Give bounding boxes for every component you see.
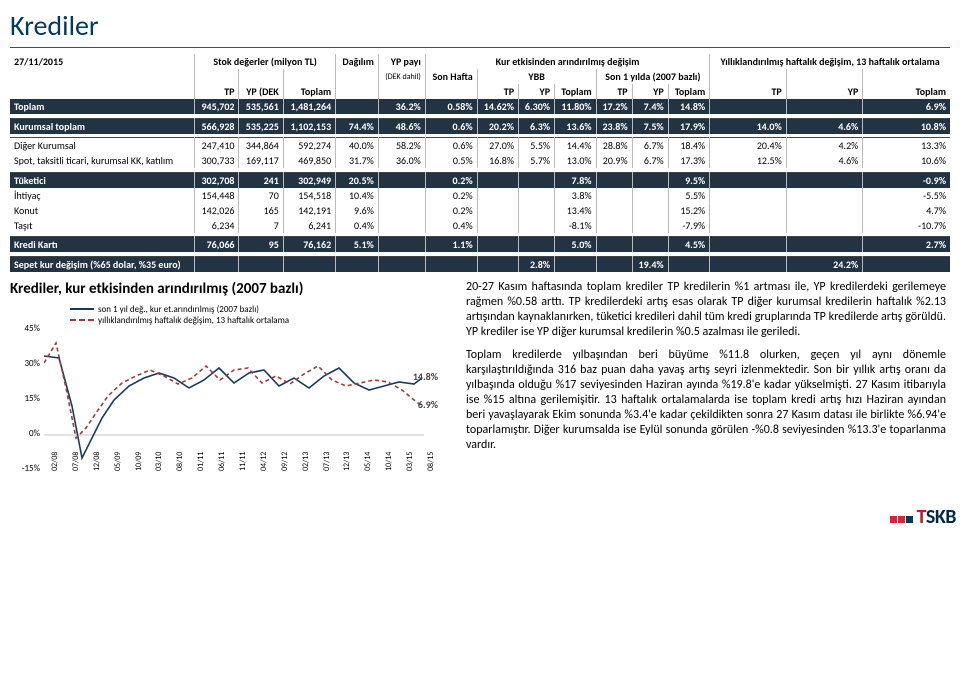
row-tasit: Taşıt6,23476,2410.4%0.4%-8.1%-7.9%-10.7% — [10, 218, 950, 233]
row-spot: Spot, taksitli ticari, kurumsal KK, katı… — [10, 153, 950, 168]
title-divider — [10, 47, 950, 48]
legend-label-1: son 1 yıl değ., kur et.arındırılmış (200… — [98, 304, 259, 315]
hdr-stok: Stok değerler (milyon TL) — [195, 54, 336, 69]
col-yp4: YP — [786, 84, 863, 99]
hdr-son1yil: Son 1 yılda (2007 bazlı) — [596, 69, 710, 84]
col-yp2: YP — [519, 84, 555, 99]
row-konut: Konut142,026165142,1919.6%0.2%13.4%15.2%… — [10, 203, 950, 218]
row-kk: Kredi Kartı76,0669576,1625.1%1.1%5.0%4.5… — [10, 237, 950, 253]
col-ypdek: YP (DEK — [239, 84, 283, 99]
logo-skb: SKB — [926, 505, 956, 529]
col-tp4: TP — [710, 84, 787, 99]
chart-area: 45%30%15%0%-15% 14.8% 6.9% 02/0807/0812/… — [10, 328, 430, 493]
col-toplam2: Toplam — [555, 84, 597, 99]
chart-title: Krediler, kur etkisinden arındırılmış (2… — [10, 280, 450, 298]
row-diger: Diğer Kurumsal247,410344,864592,27440.0%… — [10, 138, 950, 154]
col-tp: TP — [195, 84, 239, 99]
hdr-yillik: Yıllıklandırılmış haftalık değişim, 13 h… — [710, 54, 950, 69]
row-ihtiyac: İhtiyaç154,44870154,51810.4%0.2%3.8%5.5%… — [10, 188, 950, 203]
chart-annot-2: 6.9% — [418, 398, 438, 411]
hdr-kur: Kur etkisinden arındırılmış değişim — [425, 54, 709, 69]
col-toplam4: Toplam — [863, 84, 950, 99]
logo: TSKB — [890, 505, 956, 529]
data-table: 27/11/2015 Stok değerler (milyon TL) Dağ… — [10, 54, 950, 272]
hdr-ybb: YBB — [477, 69, 596, 84]
col-tp3: TP — [596, 84, 632, 99]
legend-line-1 — [70, 308, 94, 310]
col-yp3: YP — [632, 84, 668, 99]
page-title: Krediler — [10, 8, 950, 43]
para-1: 20-27 Kasım haftasında toplam krediler T… — [466, 280, 946, 340]
legend-label-2: yıllıklandırılmış haftalık değişim, 13 h… — [98, 315, 289, 326]
legend-line-2 — [70, 319, 94, 321]
col-toplam: Toplam — [283, 84, 335, 99]
hdr-dek: (DEK dahil) — [378, 69, 425, 84]
row-sepet: Sepet kur değişim (%65 dolar, %35 euro)2… — [10, 256, 950, 272]
hdr-dagilim: Dağılım — [336, 54, 379, 69]
paragraph-block: 20-27 Kasım haftasında toplam krediler T… — [466, 280, 946, 493]
logo-t: T — [917, 505, 926, 529]
hdr-date: 27/11/2015 — [10, 54, 195, 69]
col-toplam3: Toplam — [668, 84, 710, 99]
row-tuketici: Tüketici302,708241302,94920.5%0.2%7.8%9.… — [10, 172, 950, 188]
chart-annot-1: 14.8% — [413, 370, 438, 383]
hdr-yppayi: YP payı — [378, 54, 425, 69]
hdr-sonhafta: Son Hafta — [425, 69, 477, 84]
row-toplam: Toplam945,702535,5611,481,26436.2%0.58%1… — [10, 99, 950, 114]
para-2: Toplam kredilerde yılbaşından beri büyüm… — [466, 348, 946, 453]
chart-legend: son 1 yıl değ., kur et.arındırılmış (200… — [70, 304, 450, 326]
col-tp2: TP — [477, 84, 518, 99]
row-kurumsal: Kurumsal toplam566,928535,2251,102,15374… — [10, 118, 950, 134]
